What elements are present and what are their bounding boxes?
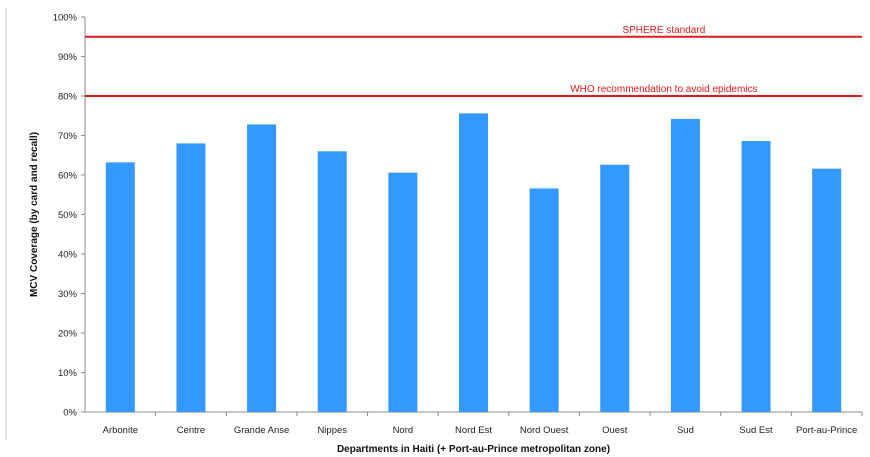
x-tick-label: Nord Est xyxy=(455,425,492,436)
bar xyxy=(600,164,630,412)
x-axis-labels: Arbonite Centre Grande Anse Nippes Nord Nord … xyxy=(103,412,863,436)
bar xyxy=(247,124,277,412)
bars-group xyxy=(105,113,842,413)
x-tick-label: Sud Est xyxy=(739,425,773,436)
bar xyxy=(670,118,700,412)
y-tick-label: 100% xyxy=(53,13,78,24)
y-tick-label: 80% xyxy=(58,92,78,103)
bar xyxy=(459,113,488,412)
y-axis-title: MCV Coverage (by card and recall) xyxy=(29,132,40,297)
y-tick-label: 30% xyxy=(58,289,78,300)
x-tick-label: Ouest xyxy=(602,425,628,436)
x-tick-label: Centre xyxy=(177,425,206,436)
bar xyxy=(741,141,771,412)
y-tick-label: 70% xyxy=(58,131,78,142)
reference-line-label: WHO recommendation to avoid epidemics xyxy=(570,84,757,95)
bar xyxy=(176,143,206,412)
bar xyxy=(317,151,347,413)
x-tick-label: Arbonite xyxy=(103,425,138,436)
x-tick-label: Nippes xyxy=(317,425,347,436)
y-tick-label: 60% xyxy=(58,171,78,182)
y-tick-label: 40% xyxy=(58,250,78,261)
y-tick-label: 90% xyxy=(58,52,78,63)
bar xyxy=(529,188,559,412)
x-tick-label: Port-au-Prince xyxy=(796,425,857,436)
reference-lines-group: SPHERE standard WHO recommendation to avo… xyxy=(85,25,862,97)
x-axis-title: Departments in Haiti (+ Port-au-Prince m… xyxy=(337,444,610,455)
bar xyxy=(105,162,135,412)
x-tick-label: Nord xyxy=(393,425,414,436)
reference-line-label: SPHERE standard xyxy=(622,25,705,36)
y-tick-label: 20% xyxy=(58,329,78,340)
y-tick-label: 50% xyxy=(58,210,78,221)
y-tick-label: 10% xyxy=(58,368,78,379)
y-axis-ticks: 0% 10% 20% 30% 40% 50% 60% 70% 80% 90% 100% xyxy=(53,13,85,419)
y-tick-label: 0% xyxy=(63,408,77,419)
bar xyxy=(812,168,842,412)
x-tick-label: Sud xyxy=(677,425,694,436)
x-tick-label: Grande Anse xyxy=(234,425,289,436)
bar xyxy=(388,172,418,412)
x-tick-label: Nord Ouest xyxy=(520,425,569,436)
